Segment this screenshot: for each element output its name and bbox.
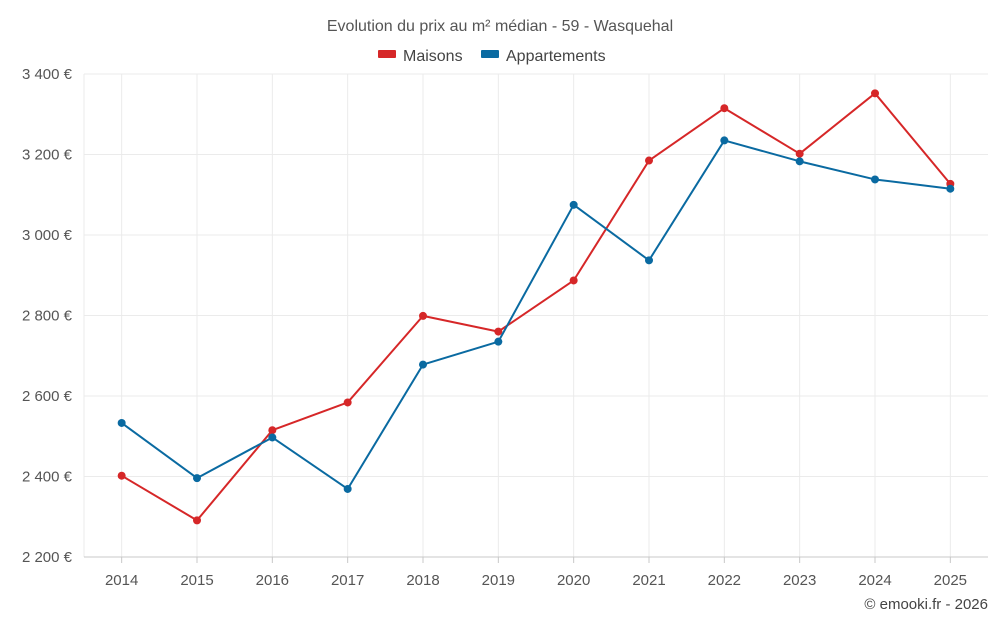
x-tick-label: 2020 [557, 572, 590, 589]
y-tick-label: 3 400 € [22, 66, 73, 83]
legend-swatch-appartements [481, 50, 499, 58]
x-tick-label: 2023 [783, 572, 816, 589]
data-point-maisons[interactable] [871, 89, 879, 98]
data-point-maisons[interactable] [569, 276, 578, 285]
data-point-appartements[interactable] [419, 360, 427, 369]
y-tick-label: 2 600 € [22, 388, 73, 405]
data-point-appartements[interactable] [720, 136, 729, 145]
series-line-maisons [121, 92, 952, 522]
data-point-appartements[interactable] [795, 157, 804, 166]
y-tick-label: 3 200 € [22, 147, 73, 164]
x-tick-label: 2017 [331, 572, 364, 589]
data-point-appartements[interactable] [494, 337, 503, 346]
data-point-maisons[interactable] [645, 156, 653, 165]
chart-title: Evolution du prix au m² médian - 59 - Wa… [327, 18, 673, 35]
data-point-maisons[interactable] [795, 149, 804, 158]
legend-label-appartements: Appartements [506, 48, 606, 65]
data-point-appartements[interactable] [193, 474, 201, 483]
legend-item-appartements[interactable]: Appartements [481, 48, 606, 65]
series [117, 89, 955, 525]
data-point-maisons[interactable] [193, 516, 201, 525]
legend: Maisons Appartements [378, 48, 606, 65]
data-point-maisons[interactable] [494, 327, 503, 336]
data-point-maisons[interactable] [117, 471, 126, 480]
data-point-appartements[interactable] [569, 200, 578, 209]
x-tick-label: 2022 [708, 572, 741, 589]
series-line-appartements [121, 139, 951, 490]
data-point-appartements[interactable] [871, 175, 879, 184]
data-point-maisons[interactable] [268, 426, 277, 435]
x-tick-label: 2014 [105, 572, 138, 589]
credit-text: © emooki.fr - 2026 [864, 596, 988, 613]
axes: 2 200 € 2 400 € 2 600 € 2 800 € 3 000 € 3 200… [22, 66, 988, 589]
data-point-maisons[interactable] [343, 398, 352, 407]
y-tick-label: 2 400 € [22, 469, 73, 486]
data-point-appartements[interactable] [343, 484, 352, 493]
legend-swatch-maisons [378, 50, 396, 58]
data-point-appartements[interactable] [268, 433, 277, 442]
y-tick-label: 2 800 € [22, 308, 73, 325]
legend-item-maisons[interactable]: Maisons [378, 48, 463, 65]
x-tick-label: 2019 [482, 572, 515, 589]
x-tick-label: 2025 [934, 572, 967, 589]
data-point-appartements[interactable] [645, 256, 653, 265]
legend-label-maisons: Maisons [403, 48, 463, 65]
x-tick-label: 2016 [256, 572, 289, 589]
data-point-appartements[interactable] [117, 418, 126, 427]
data-point-appartements[interactable] [946, 184, 955, 193]
y-tick-label: 2 200 € [22, 549, 73, 566]
data-point-maisons[interactable] [720, 104, 729, 113]
x-tick-label: 2018 [406, 572, 439, 589]
x-tick-label: 2021 [632, 572, 665, 589]
grid [83, 73, 988, 558]
y-tick-label: 3 000 € [22, 227, 73, 244]
x-tick-label: 2015 [180, 572, 213, 589]
x-tick-label: 2024 [858, 572, 891, 589]
data-point-maisons[interactable] [419, 311, 427, 320]
